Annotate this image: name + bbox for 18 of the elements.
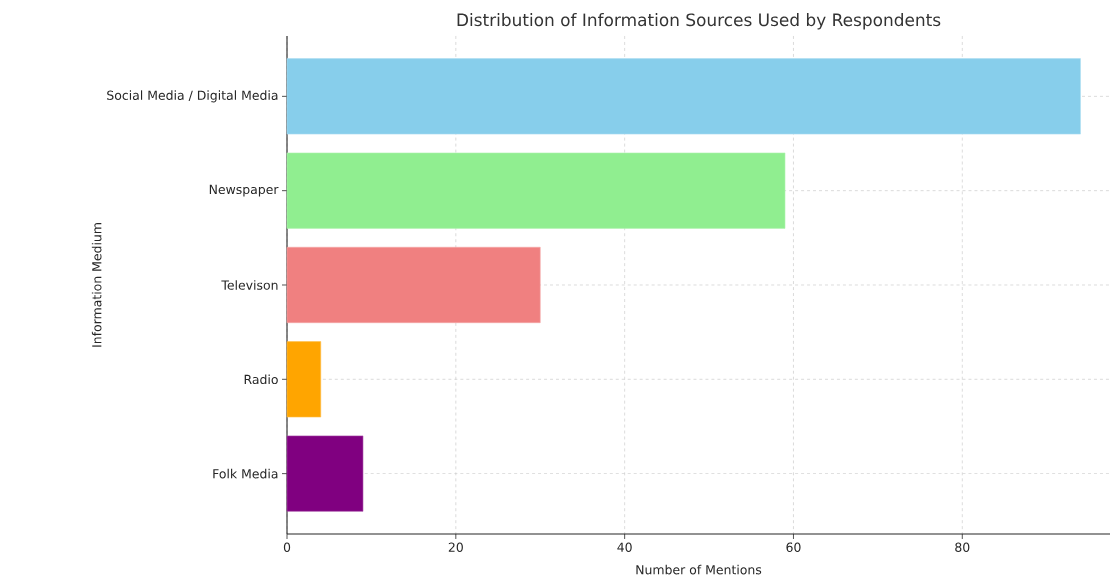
x-tick-label: 40	[617, 542, 632, 552]
bar	[286, 58, 1081, 135]
y-tick-label: Radio	[244, 374, 278, 385]
x-axis-title: Number of Mentions	[636, 564, 762, 575]
bar	[286, 246, 541, 324]
bar	[286, 435, 364, 512]
x-tick-label: 0	[283, 542, 291, 552]
y-tick-label: Televison	[221, 280, 278, 290]
x-tick-label: 60	[786, 542, 801, 552]
x-tick-label: 20	[448, 542, 463, 552]
y-tick-label: Folk Media	[213, 468, 278, 479]
bar	[286, 341, 322, 418]
x-tick-label: 80	[955, 542, 970, 552]
y-tick-label: Newspaper	[209, 184, 279, 197]
chart-title: Distribution of Information Sources Used by Respondents	[457, 13, 941, 30]
bar	[286, 152, 786, 229]
y-tick-label: Social Media / Digital Media	[107, 90, 278, 103]
y-axis-title: Information Medium	[91, 223, 102, 347]
